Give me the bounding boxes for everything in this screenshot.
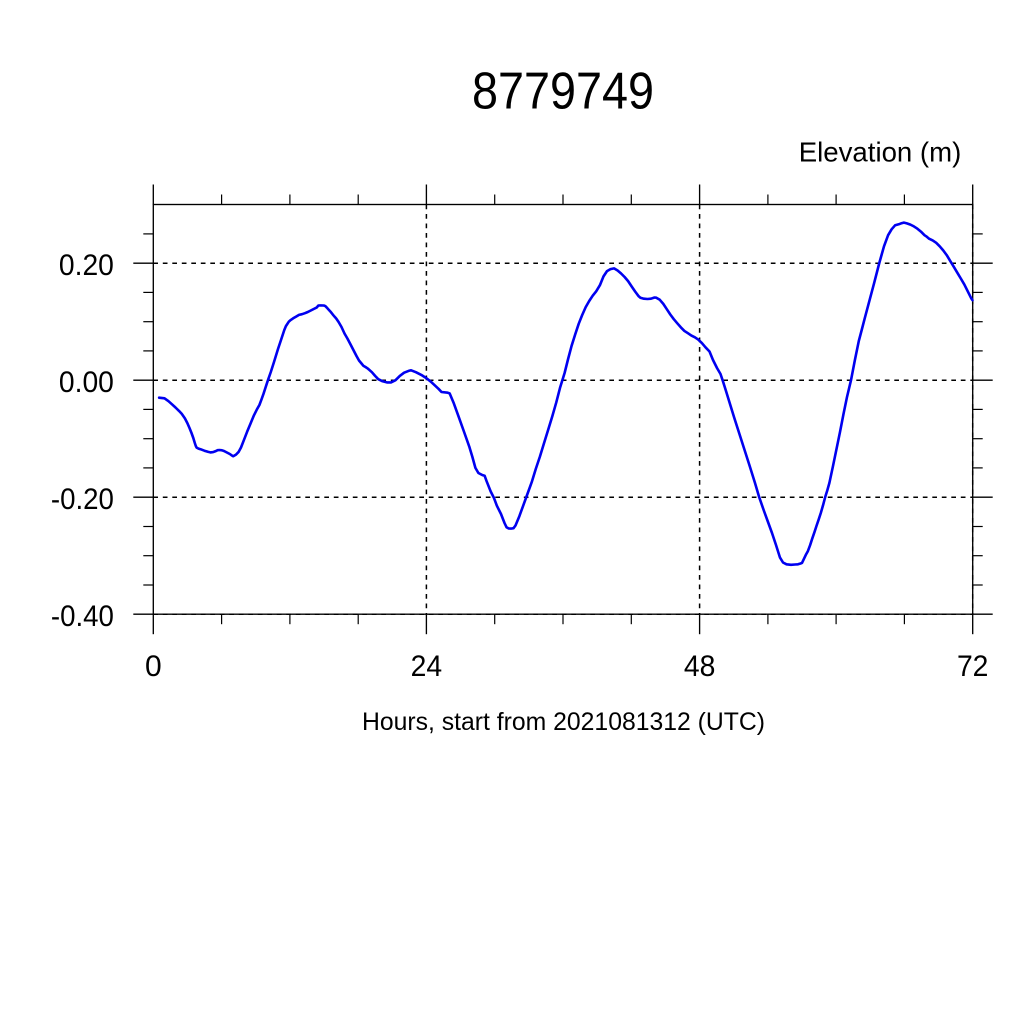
svg-text:0.00: 0.00 — [59, 366, 114, 399]
svg-text:0: 0 — [145, 650, 162, 683]
svg-text:0.20: 0.20 — [59, 249, 114, 282]
svg-text:72: 72 — [957, 650, 989, 683]
svg-text:-0.20: -0.20 — [51, 483, 114, 516]
svg-text:8779749: 8779749 — [472, 62, 654, 120]
svg-text:Elevation (m): Elevation (m) — [799, 136, 962, 167]
svg-text:Hours, start from 2021081312 (: Hours, start from 2021081312 (UTC) — [362, 708, 765, 736]
svg-text:24: 24 — [411, 650, 443, 683]
svg-text:-0.40: -0.40 — [51, 600, 114, 633]
svg-text:48: 48 — [684, 650, 716, 683]
